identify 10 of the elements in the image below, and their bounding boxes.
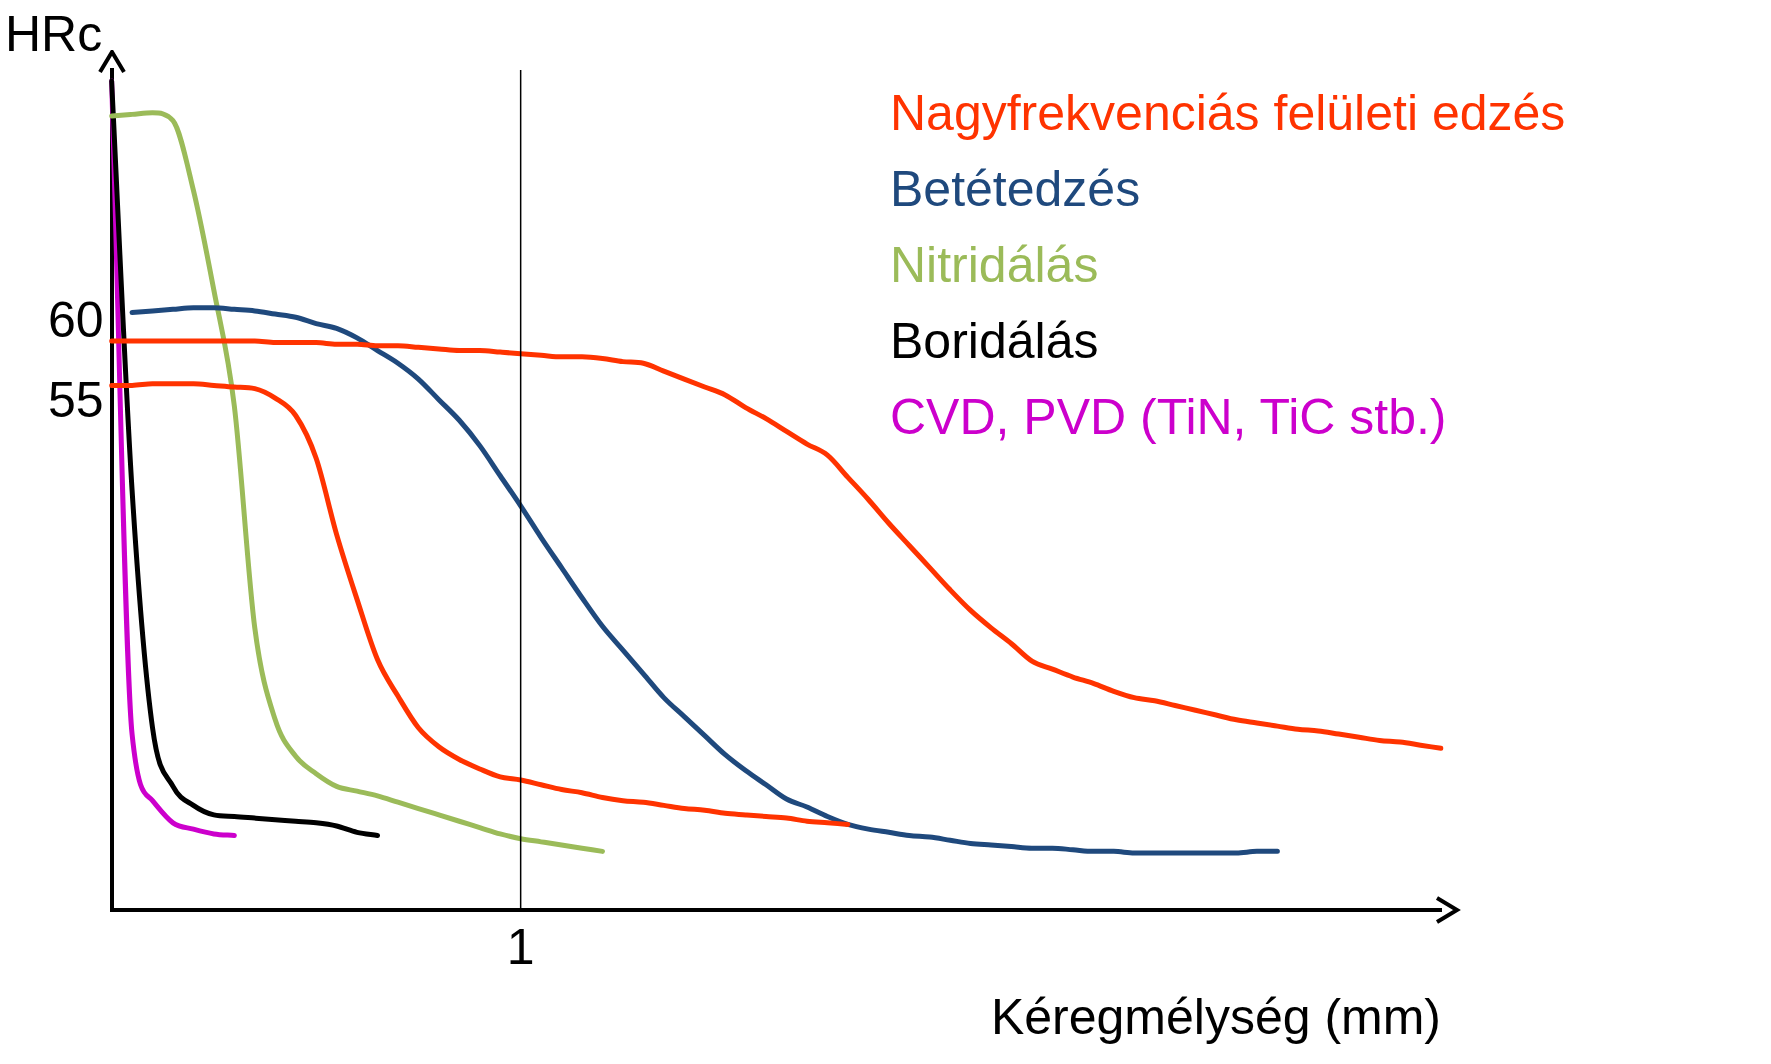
x-axis-title: Kéregmélység (mm) xyxy=(990,988,1441,1045)
text: Boridálás xyxy=(890,313,1099,369)
text: CVD, PVD (TiN, TiC stb.) xyxy=(890,389,1447,445)
text: Nitridálás xyxy=(890,237,1099,293)
y-tick-label: 55 xyxy=(47,371,104,428)
x-tick-label: 1 xyxy=(506,918,535,975)
text: Betétedzés xyxy=(890,161,1141,217)
text: Nagyfrekvenciás felületi edzés xyxy=(890,85,1566,141)
y-tick-label: 60 xyxy=(47,292,104,349)
y-axis-title: HRc xyxy=(5,5,103,62)
